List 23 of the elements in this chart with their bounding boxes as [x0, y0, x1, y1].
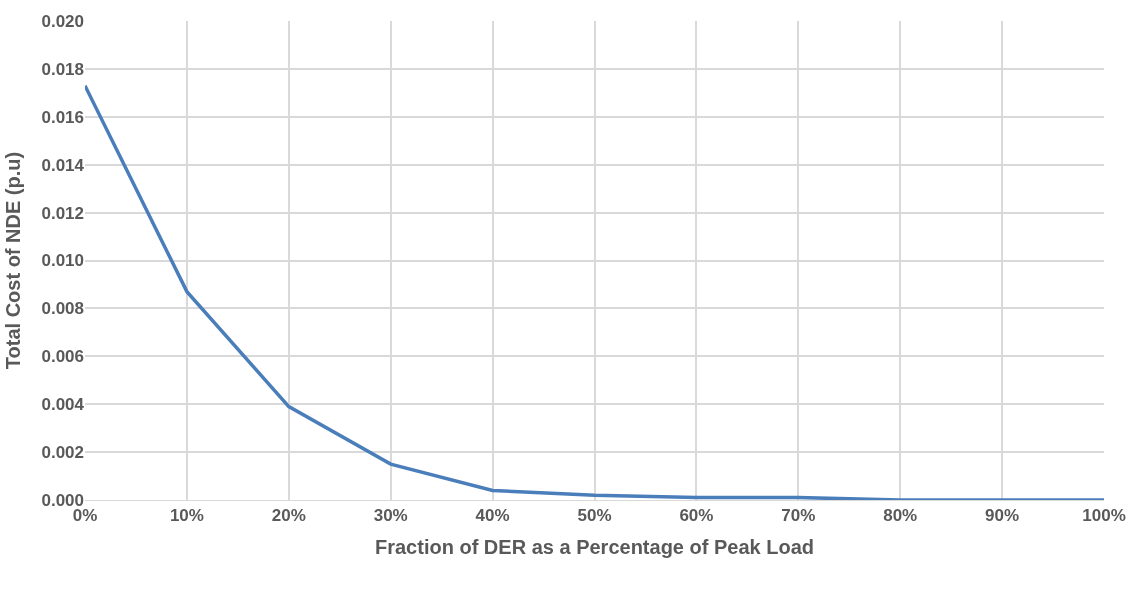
- y-tick-label: 0.008: [41, 299, 84, 319]
- y-tick-label: 0.006: [41, 347, 84, 367]
- line-series: [85, 83, 1104, 500]
- y-tick-label: 0.018: [41, 59, 84, 79]
- y-axis-title: Total Cost of NDE (p.u): [1, 151, 24, 370]
- x-axis-title: Fraction of DER as a Percentage of Peak Load: [374, 535, 815, 558]
- x-tick-label: 50%: [577, 506, 612, 526]
- x-tick-label: 40%: [475, 506, 510, 526]
- x-tick-label: 10%: [169, 506, 204, 526]
- x-tick-label: 70%: [781, 506, 816, 526]
- x-tick-label: 60%: [679, 506, 714, 526]
- x-tick-label: 80%: [883, 506, 918, 526]
- y-tick-label: 0.020: [41, 11, 84, 31]
- x-tick-label: 100%: [1082, 506, 1126, 526]
- y-tick-label: 0.004: [41, 395, 85, 415]
- y-tick-label: 0.014: [41, 155, 85, 175]
- x-tick-label: 30%: [373, 506, 408, 526]
- y-tick-label: 0.016: [41, 107, 84, 127]
- x-tick-label: 90%: [985, 506, 1020, 526]
- y-tick-label: 0.002: [41, 443, 84, 463]
- y-tick-label: 0.010: [41, 251, 84, 271]
- x-tick-label: 20%: [271, 506, 306, 526]
- y-tick-label: 0.012: [41, 203, 84, 223]
